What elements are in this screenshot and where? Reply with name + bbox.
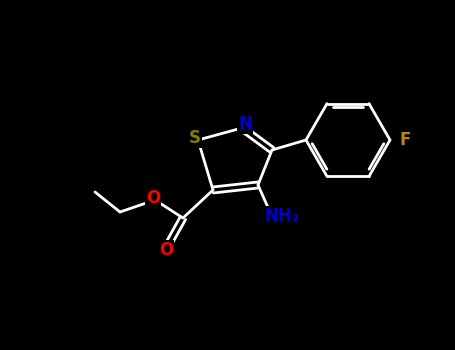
Text: F: F	[399, 131, 411, 149]
Text: N: N	[238, 115, 252, 133]
Text: O: O	[146, 189, 160, 207]
Text: S: S	[189, 129, 201, 147]
Text: NH₂: NH₂	[264, 207, 299, 225]
Text: O: O	[159, 241, 173, 259]
